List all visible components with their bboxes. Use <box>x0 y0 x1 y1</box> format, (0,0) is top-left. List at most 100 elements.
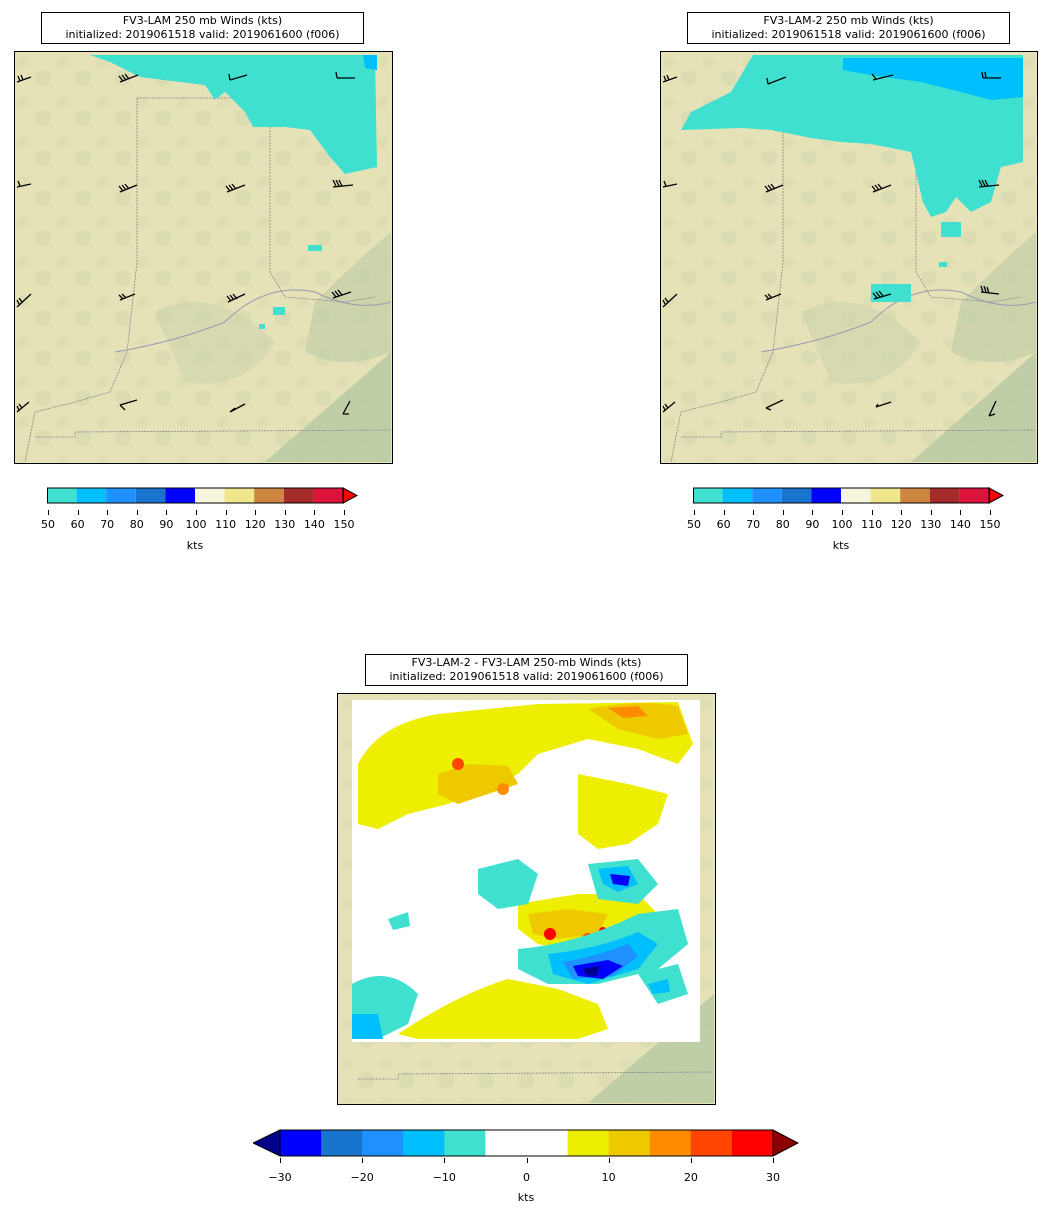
colorbar-tick <box>255 510 257 515</box>
colorbar-tick <box>842 510 843 515</box>
colorbar-tick-label: 90 <box>805 518 820 531</box>
colorbar-segment <box>254 488 284 503</box>
colorbar-wind-left-unit: kts <box>186 539 204 552</box>
colorbar-tick-label: 110 <box>215 518 237 531</box>
colorbar-tick-label: 130 <box>920 518 942 531</box>
colorbar-extend-high-arrow <box>772 1129 800 1157</box>
colorbar-segment <box>929 488 960 503</box>
colorbar-tick <box>812 510 814 515</box>
colorbar-wind-left <box>47 487 362 507</box>
colorbar-tick <box>284 510 286 515</box>
colorbar-tick <box>608 1158 610 1163</box>
colorbar-segment <box>165 488 195 503</box>
colorbar-tick <box>782 510 784 515</box>
colorbar-tick-label: 0 <box>523 1171 530 1184</box>
colorbar-tick <box>344 510 345 515</box>
colorbar-segment <box>321 1130 363 1156</box>
colorbar-tick-label: 80 <box>775 518 790 531</box>
colorbar-tick <box>723 510 725 515</box>
colorbar-wind-right-svg <box>693 487 1005 504</box>
colorbar-extend-low-arrow <box>251 1129 281 1157</box>
colorbar-outline <box>693 487 990 504</box>
colorbar-segment <box>485 1130 527 1156</box>
colorbar-segment <box>195 488 225 503</box>
colorbar-tick <box>444 1158 446 1163</box>
colorbar-tick-label: 110 <box>861 518 883 531</box>
colorbar-tick-label: 120 <box>244 518 266 531</box>
colorbar-tick <box>196 510 197 515</box>
colorbar-tick <box>990 510 991 515</box>
colorbar-tick-label: 20 <box>683 1171 698 1184</box>
colorbar-segment <box>752 488 782 503</box>
colorbar-segment <box>959 488 989 503</box>
colorbar-tick-label: 150 <box>979 518 1001 531</box>
colorbar-segment <box>106 488 136 503</box>
colorbar-tick <box>136 510 138 515</box>
title-line-1: FV3-LAM 250 mb Winds (kts) <box>122 14 283 27</box>
colorbar-segment <box>403 1130 445 1156</box>
colorbar-segment <box>608 1130 651 1156</box>
colorbar-tick-label: 60 <box>716 518 731 531</box>
colorbar-tick <box>690 1158 692 1163</box>
map-wind-difference <box>337 693 716 1105</box>
colorbar-tick-label: 10 <box>601 1171 616 1184</box>
colorbar-segment <box>224 488 255 503</box>
colorbar-segment <box>722 488 753 503</box>
colorbar-tick-label: 140 <box>949 518 971 531</box>
title-line-2: initialized: 2019061518 valid: 201906160… <box>65 28 340 41</box>
colorbar-outline <box>279 1129 774 1157</box>
colorbar-segment <box>444 1130 486 1156</box>
colorbar-tick-label: 100 <box>185 518 207 531</box>
panel-title-difference: FV3-LAM-2 - FV3-LAM 250-mb Winds (kts) i… <box>365 654 688 686</box>
colorbar-tick-label: 100 <box>831 518 853 531</box>
colorbar-wind-left-svg <box>47 487 359 504</box>
colorbar-segment <box>690 1130 733 1156</box>
colorbar-extend-arrow <box>988 487 1005 504</box>
colorbar-segment <box>283 488 314 503</box>
colorbar-tick <box>77 510 79 515</box>
colorbar-tick-label: −10 <box>432 1171 456 1184</box>
colorbar-segment <box>649 1130 692 1156</box>
colorbar-tick <box>225 510 227 515</box>
colorbar-tick <box>166 510 168 515</box>
colorbar-segment <box>900 488 930 503</box>
colorbar-segment <box>693 488 723 503</box>
colorbar-difference <box>251 1128 800 1158</box>
colorbar-tick <box>960 510 962 515</box>
colorbar-tick-label: 150 <box>333 518 355 531</box>
colorbar-tick <box>694 510 695 515</box>
panel-title-fv3lam: FV3-LAM 250 mb Winds (kts) initialized: … <box>41 12 364 44</box>
colorbar-tick-label: 70 <box>746 518 761 531</box>
colorbar-segment <box>526 1130 569 1156</box>
colorbar-tick-label: 120 <box>890 518 912 531</box>
colorbar-tick <box>280 1158 281 1163</box>
title-line-1: FV3-LAM-2 - FV3-LAM 250-mb Winds (kts) <box>411 656 642 669</box>
colorbar-segment <box>811 488 841 503</box>
colorbar-tick <box>871 510 873 515</box>
colorbar-tick-label: −30 <box>268 1171 292 1184</box>
colorbar-tick <box>362 1158 364 1163</box>
colorbar-tick <box>773 1158 774 1163</box>
colorbar-segment <box>841 488 871 503</box>
colorbar-tick <box>314 510 316 515</box>
colorbar-tick-label: 70 <box>100 518 115 531</box>
colorbar-tick <box>526 1158 528 1163</box>
colorbar-segment <box>870 488 901 503</box>
colorbar-segment <box>47 488 77 503</box>
colorbar-segment <box>76 488 107 503</box>
colorbar-tick <box>930 510 932 515</box>
colorbar-tick-label: −20 <box>350 1171 374 1184</box>
map-fv3lam-winds <box>14 51 393 464</box>
colorbar-tick-label: 80 <box>129 518 144 531</box>
colorbar-tick-label: 50 <box>41 518 55 531</box>
colorbar-tick-label: 130 <box>274 518 296 531</box>
panel-title-fv3lam2: FV3-LAM-2 250 mb Winds (kts) initialized… <box>687 12 1010 44</box>
colorbar-tick-label: 30 <box>766 1171 780 1184</box>
colorbar-tick-label: 90 <box>159 518 174 531</box>
colorbar-tick <box>753 510 755 515</box>
colorbar-wind-right <box>693 487 1008 507</box>
colorbar-segment <box>280 1130 322 1156</box>
colorbar-segment <box>362 1130 404 1156</box>
colorbar-segment <box>781 488 812 503</box>
colorbar-wind-right-unit: kts <box>832 539 850 552</box>
